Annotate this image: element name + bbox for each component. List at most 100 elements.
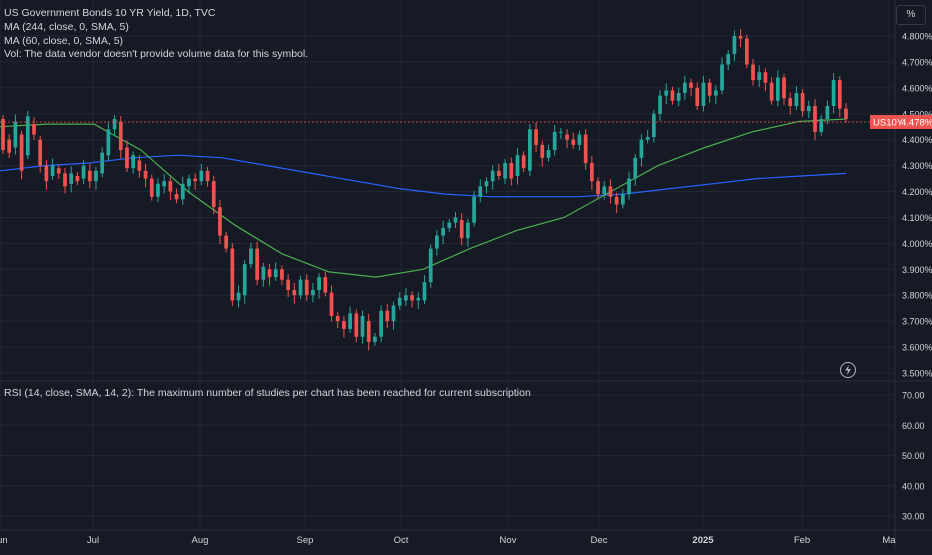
candle-body <box>286 279 290 291</box>
volume-legend: Vol: The data vendor doesn't provide vol… <box>4 48 309 60</box>
candle-body <box>292 290 297 296</box>
candle-body <box>490 170 495 182</box>
rsi-y-tick-label: 30.00 <box>902 512 925 522</box>
candle-body <box>32 124 36 135</box>
candle-body <box>69 173 74 184</box>
candle-body <box>410 295 414 301</box>
candle-body <box>435 235 439 249</box>
candle-body <box>342 321 346 329</box>
candle-body <box>515 155 520 176</box>
candle-body <box>658 95 662 114</box>
candle-body <box>255 248 259 280</box>
x-tick-label: Jun <box>0 535 8 546</box>
y-tick-label: 4.600% <box>902 83 932 93</box>
candle-body <box>428 248 433 283</box>
candle-body <box>701 82 706 106</box>
candle-body <box>509 163 514 179</box>
x-tick-label: 2025 <box>692 535 714 546</box>
candle-body <box>304 279 309 296</box>
symbol-title[interactable]: US Government Bonds 10 YR Yield, 1D, TVC <box>4 7 216 19</box>
candle-body <box>540 144 545 158</box>
candle-body <box>466 222 470 239</box>
candle-body <box>7 139 12 153</box>
candle-body <box>94 170 98 182</box>
candle-body <box>528 129 532 171</box>
candle-body <box>354 313 359 337</box>
candle-body <box>788 98 793 106</box>
candle-body <box>205 170 210 182</box>
candle-body <box>738 36 743 39</box>
candle-body <box>311 290 315 296</box>
candle-body <box>385 310 390 322</box>
candle-body <box>242 264 247 296</box>
candle-body <box>571 139 576 145</box>
candle-body <box>472 196 476 223</box>
candle-body <box>379 310 383 337</box>
y-tick-label: 3.500% <box>902 369 932 379</box>
candle-body <box>180 183 185 200</box>
candle-body <box>422 282 427 301</box>
candle-body <box>199 170 204 182</box>
ma-60-legend[interactable]: MA (60, close, 0, SMA, 5) <box>4 35 124 47</box>
candle-body <box>13 121 18 148</box>
x-tick-label: Ma <box>882 535 896 546</box>
percent-scale-button[interactable]: % <box>896 5 926 25</box>
candle-body <box>726 54 731 65</box>
candle-body <box>559 131 563 133</box>
candle-body <box>844 108 848 119</box>
candle-body <box>317 277 321 291</box>
candle-body <box>775 77 780 101</box>
candles <box>1 29 848 351</box>
candle-body <box>627 178 631 195</box>
candle-body <box>397 297 402 306</box>
candle-body <box>670 90 675 101</box>
candle-body <box>447 222 452 228</box>
candle-body <box>224 235 229 249</box>
x-tick-label: Jul <box>87 535 99 546</box>
candle-body <box>689 82 693 88</box>
candle-body <box>100 152 105 174</box>
candle-body <box>763 72 768 83</box>
candle-body <box>552 131 557 151</box>
y-tick-label: 4.000% <box>902 239 932 249</box>
candle-body <box>478 186 483 197</box>
candle-body <box>174 194 179 200</box>
candle-body <box>112 118 117 130</box>
candle-body <box>25 116 30 156</box>
candle-body <box>106 129 111 156</box>
candle-body <box>453 217 458 223</box>
candle-body <box>664 90 669 96</box>
y-tick-label: 3.700% <box>902 317 932 327</box>
candle-body <box>50 165 55 176</box>
candle-body <box>329 292 334 316</box>
candle-body <box>825 105 830 119</box>
candle-body <box>682 82 687 94</box>
ma-244-legend[interactable]: MA (244, close, 0, SMA, 5) <box>4 21 129 33</box>
candle-body <box>720 64 724 91</box>
candle-body <box>757 72 762 81</box>
candle-body <box>484 181 489 187</box>
candle-body <box>87 170 92 182</box>
lightning-icon[interactable] <box>840 362 856 378</box>
candle-body <box>744 38 749 65</box>
candle-body <box>137 160 142 171</box>
y-tick-label: 3.600% <box>902 343 932 353</box>
candle-body <box>143 170 148 179</box>
y-tick-label: 3.900% <box>902 265 932 275</box>
candle-body <box>441 227 445 236</box>
rsi-y-tick-label: 50.00 <box>902 451 925 461</box>
candle-body <box>391 305 396 322</box>
candle-body <box>118 121 123 151</box>
candle-body <box>633 157 638 179</box>
candle-body <box>1 118 5 151</box>
candle-body <box>639 139 644 158</box>
candle-body <box>608 186 613 197</box>
candle-body <box>404 295 408 301</box>
candle-body <box>131 155 136 169</box>
candle-body <box>596 181 600 195</box>
candle-body <box>614 196 619 205</box>
candle-body <box>81 165 86 179</box>
candle-body <box>769 82 774 101</box>
